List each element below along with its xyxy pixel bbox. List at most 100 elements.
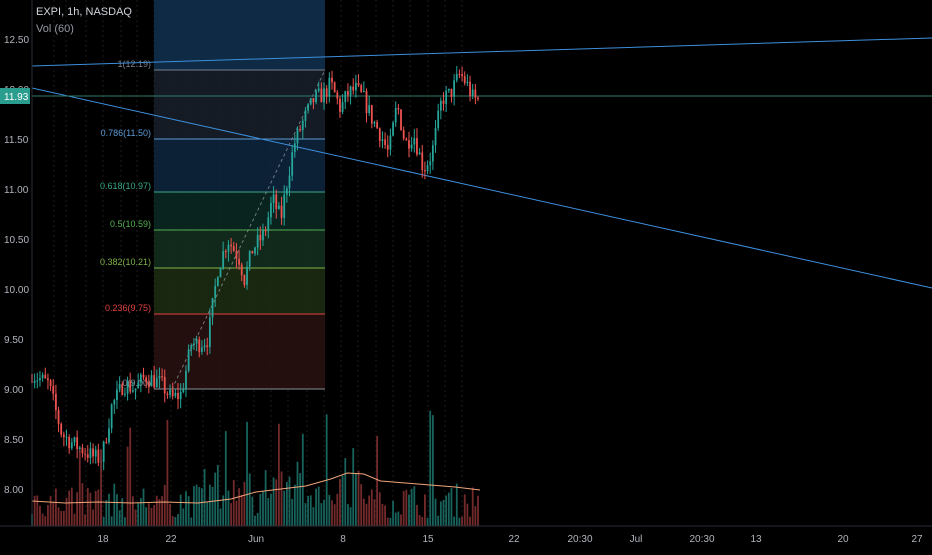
fib-zone-0.236 <box>154 314 325 389</box>
candle-body <box>81 447 84 454</box>
x-tick-label: 22 <box>165 534 177 545</box>
y-tick-label: 9.50 <box>4 335 24 346</box>
candle-body <box>230 244 233 247</box>
candle-body <box>320 88 323 103</box>
volume-bar <box>169 503 171 526</box>
volume-bar <box>469 516 471 526</box>
volume-bar <box>339 479 341 526</box>
volume-bar <box>62 511 65 526</box>
candle-body <box>179 391 182 400</box>
volume-moving-average <box>31 472 481 504</box>
candle-body <box>439 100 442 111</box>
volume-bar <box>416 504 418 526</box>
candle-body <box>147 382 150 387</box>
y-tick-label: 9.00 <box>4 385 24 396</box>
candle-body <box>113 400 116 405</box>
volume-bar <box>336 493 339 526</box>
fib-trend-line <box>171 69 326 390</box>
volume-bar <box>275 479 278 526</box>
volume-bar <box>431 415 434 526</box>
volume-bar <box>227 490 230 526</box>
candle-body <box>336 92 339 99</box>
x-tick-label: 15 <box>422 534 434 545</box>
candle-body <box>163 376 166 394</box>
symbol-legend[interactable]: EXPI, 1h, NASDAQ <box>36 6 132 18</box>
volume-bar <box>235 500 238 526</box>
candle-body <box>211 298 214 318</box>
volume-bar <box>84 514 86 526</box>
candle-body <box>466 81 469 84</box>
x-tick-label: 8 <box>340 534 346 545</box>
fib-label-0.5: 0.5(10.59) <box>110 219 151 229</box>
volume-bar <box>434 498 437 526</box>
candle-body <box>381 139 384 142</box>
candle-body <box>158 376 161 379</box>
candle-body <box>368 105 371 114</box>
candle-body <box>288 175 291 189</box>
candle-body <box>360 85 363 92</box>
volume-bar <box>240 494 243 526</box>
volume-bar <box>86 488 89 526</box>
fib-zone-0.382 <box>154 268 325 314</box>
volume-bar <box>458 517 461 526</box>
x-tick-label: 20 <box>837 534 849 545</box>
candle-body <box>33 380 36 383</box>
volume-bar <box>461 516 463 526</box>
x-tick-label: 20:30 <box>689 534 714 545</box>
volume-bar <box>121 498 124 526</box>
volume-bar <box>126 446 129 526</box>
volume-bar <box>203 468 206 526</box>
volume-bar <box>44 516 47 526</box>
candle-body <box>240 264 243 276</box>
candle-body <box>70 442 73 449</box>
volume-bar <box>232 479 235 526</box>
y-tick-label: 8.00 <box>4 485 24 496</box>
candle-body <box>126 381 129 394</box>
volume-bar <box>288 476 291 526</box>
candle-body <box>270 203 272 218</box>
candle-body <box>44 374 47 379</box>
candle-body <box>39 378 41 381</box>
volume-bar <box>110 516 113 526</box>
candle-body <box>352 86 355 91</box>
volume-bar <box>447 492 450 526</box>
candle-body <box>52 385 55 394</box>
candle-body <box>341 102 344 112</box>
volume-bar <box>357 470 360 526</box>
volume-bar <box>360 484 363 526</box>
candle-body <box>299 128 302 131</box>
volume-bar <box>344 458 347 526</box>
volume-bar <box>248 473 251 526</box>
candle-body <box>386 145 389 150</box>
volume-bar <box>131 496 134 526</box>
candle-body <box>312 98 315 103</box>
candle-body <box>453 80 456 97</box>
volume-bar <box>453 516 456 526</box>
volume-bar <box>325 414 328 526</box>
candle-body <box>469 81 471 96</box>
volume-bar <box>394 512 397 526</box>
volume-bar <box>450 488 453 526</box>
candle-body <box>139 374 142 383</box>
volume-bar <box>216 465 219 526</box>
candle-body <box>36 380 39 382</box>
candle-body <box>262 230 264 241</box>
fib-label-0.236: 0.236(9.75) <box>105 303 151 313</box>
candle-body <box>426 165 429 172</box>
volume-bar <box>54 488 57 526</box>
volume-legend[interactable]: Vol (60) <box>36 23 74 35</box>
volume-bar <box>52 501 55 526</box>
candle-body <box>137 382 140 389</box>
candle-body <box>275 194 278 209</box>
candles <box>31 65 479 471</box>
candle-body <box>450 88 453 97</box>
last-price-badge <box>0 88 30 104</box>
volume-bar <box>341 475 344 526</box>
volume-bar <box>150 507 153 526</box>
candle-body <box>235 251 238 259</box>
volume-bar <box>214 472 217 526</box>
candle-body <box>76 437 79 450</box>
time-axis <box>0 526 932 550</box>
